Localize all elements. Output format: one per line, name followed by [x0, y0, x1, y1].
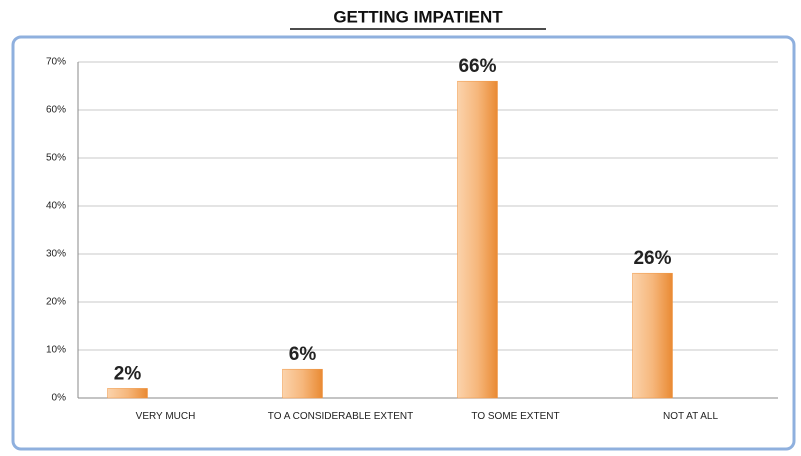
data-label: 2% [114, 363, 142, 384]
y-tick-label: 40% [46, 201, 66, 212]
data-label: 66% [458, 56, 496, 77]
x-tick-label: TO SOME EXTENT [471, 411, 560, 422]
y-tick-label: 0% [52, 393, 67, 404]
bar [457, 80, 498, 399]
y-tick-label: 50% [46, 153, 66, 164]
bar [107, 388, 148, 399]
chart-frame [11, 35, 796, 451]
y-tick-label: 70% [46, 57, 66, 68]
bar [632, 272, 673, 399]
data-label: 26% [633, 248, 671, 269]
y-tick-label: 20% [46, 297, 66, 308]
data-label: 6% [289, 344, 317, 365]
chart-title: GETTING IMPATIENT [333, 7, 503, 26]
x-tick-label: TO A CONSIDERABLE EXTENT [267, 411, 414, 422]
bar [282, 368, 323, 399]
y-tick-label: 30% [46, 249, 66, 260]
y-tick-label: 10% [46, 345, 66, 356]
y-tick-label: 60% [46, 105, 66, 116]
x-tick-label: VERY MUCH [135, 411, 196, 422]
x-tick-label: NOT AT ALL [662, 411, 719, 422]
